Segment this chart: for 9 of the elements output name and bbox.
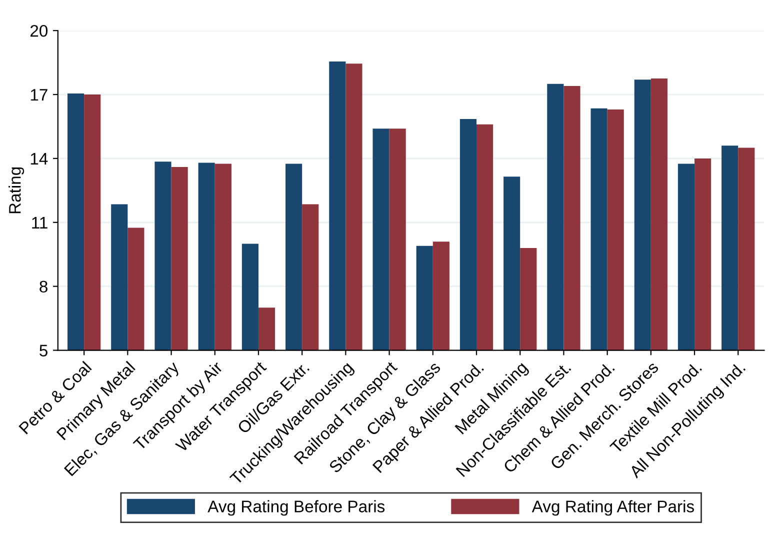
legend-label: Avg Rating After Paris (532, 500, 694, 516)
legend-label: Avg Rating Before Paris (208, 500, 385, 516)
y-axis-title: Rating (8, 167, 24, 214)
y-tick-label: 5 (40, 344, 48, 356)
y-tick-label: 8 (40, 280, 48, 293)
y-tick-label: 17 (30, 89, 48, 101)
y-tick-label: 14 (30, 153, 48, 164)
y-tick-label: 20 (30, 24, 48, 37)
y-tick-label: 11 (32, 216, 48, 228)
